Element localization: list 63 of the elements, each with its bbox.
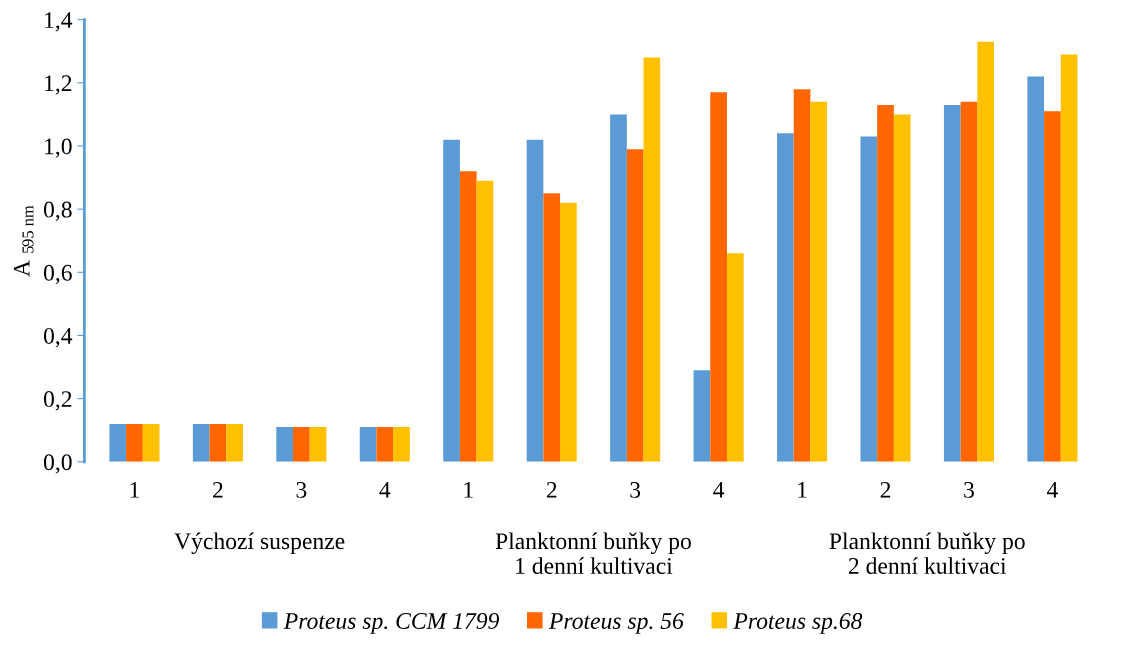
x-tick-label: 3 [296, 481, 307, 498]
bar [893, 114, 911, 462]
bar [610, 114, 627, 462]
y-tick-label: 0,8 [43, 201, 72, 221]
bar [393, 427, 410, 462]
bar [359, 427, 377, 462]
x-tick-label: 3 [630, 481, 641, 498]
x-tick-label: 4 [1046, 482, 1058, 498]
bar [726, 253, 744, 462]
x-tick-label: 2 [880, 481, 891, 498]
bar [1060, 54, 1078, 462]
bar [209, 423, 227, 462]
bar [309, 427, 327, 462]
bar [960, 101, 978, 462]
bar [810, 101, 828, 462]
bar [459, 171, 477, 462]
bar [476, 180, 494, 462]
bar [276, 427, 294, 462]
y-tick-label: 0,2 [43, 391, 72, 411]
bar [126, 423, 143, 462]
bar [1044, 111, 1061, 462]
y-tick-label: 1,0 [45, 138, 72, 158]
y-tick-label: 1,4 [45, 12, 73, 32]
bar [226, 423, 243, 462]
y-tick-label: 0,0 [43, 454, 72, 474]
text: Výchozí suspenze [174, 532, 345, 555]
bar [793, 89, 811, 462]
legend-label: Proteus sp.68 [733, 613, 863, 634]
y-tick-label: 0,6 [43, 264, 72, 285]
bar [443, 139, 460, 462]
bar [643, 57, 661, 462]
x-tick-label: 1 [464, 482, 473, 498]
bar [142, 423, 160, 462]
x-tick-label: 4 [713, 482, 725, 498]
x-tick-label: 2 [546, 481, 557, 498]
bar [376, 427, 394, 462]
x-tick-label: 3 [964, 481, 974, 498]
bar [860, 136, 878, 462]
bar [977, 41, 995, 462]
x-tick-label: 4 [379, 482, 391, 498]
bar [777, 133, 794, 462]
bar [626, 149, 644, 462]
bar [192, 423, 210, 462]
bar [943, 104, 961, 462]
bar [1027, 76, 1045, 462]
y-tick-label: 1,2 [45, 75, 72, 95]
bar [109, 423, 127, 462]
legend-label: Proteus sp. CCM 1799 [283, 613, 500, 634]
bar [526, 139, 544, 462]
bar [710, 92, 727, 462]
bar [560, 202, 577, 462]
text: Planktonní buňky po 2 denní kultivaci [829, 532, 1025, 574]
legend-label: Proteus sp. 56 [548, 613, 684, 634]
bar [693, 370, 711, 462]
bar [877, 104, 894, 462]
x-tick-label: 1 [130, 482, 139, 498]
bar [293, 427, 310, 462]
x-tick-label: 2 [213, 481, 223, 498]
y-axis-title: A $_{595 nm}$ [13, 205, 34, 277]
text: Planktonní buňky po 1 denní kultivaci [495, 532, 691, 574]
x-tick-label: 1 [798, 482, 807, 498]
y-tick-label: 0,4 [43, 327, 73, 348]
bar [543, 193, 561, 462]
